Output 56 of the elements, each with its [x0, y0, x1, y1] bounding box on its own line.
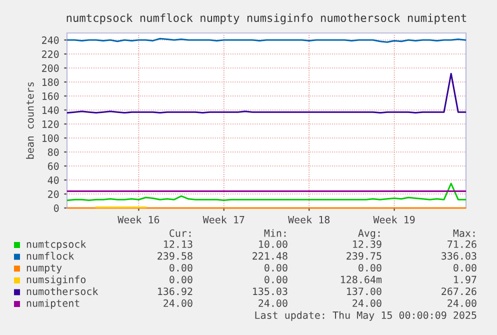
y-tick-label: 80: [48, 148, 59, 156]
text: Avg:: [358, 229, 380, 239]
text: 0.00: [264, 276, 288, 284]
text: 10.00: [259, 240, 288, 248]
y-tick-label: 160: [42, 92, 59, 100]
legend-label: numpty: [26, 264, 62, 274]
x-tick-label: Week 17: [202, 216, 244, 224]
text: 0.00: [264, 264, 288, 272]
text: 0.00: [170, 276, 192, 284]
y-tick-label: 0: [54, 204, 59, 212]
text: 71.26: [448, 240, 476, 248]
text: 0.00: [358, 264, 382, 272]
line-series: [66, 72, 466, 114]
text: 12.39: [353, 240, 382, 248]
text: Max:: [453, 229, 475, 237]
y-tick-label: 120: [42, 120, 59, 128]
text: Last update: Thu May 15 00:00:09 2025: [255, 311, 476, 321]
y-axis-title: bean counters: [26, 82, 34, 159]
text: 24.00: [164, 299, 192, 307]
text: 24.00: [352, 299, 382, 307]
text: Min:: [264, 229, 286, 237]
y-tick-label: 60: [48, 162, 59, 170]
text: 24.00: [258, 299, 288, 307]
text: 221.48: [252, 252, 288, 260]
x-tick-label: Week 19: [373, 216, 415, 224]
chart-title: numtcpsock numflock numpty numsiginfo numothersock numiptent: [66, 13, 466, 24]
text: 267.26: [442, 288, 476, 296]
text: 239.58: [158, 252, 192, 260]
y-tick-label: 200: [42, 64, 59, 72]
text: 0.00: [454, 264, 476, 272]
y-tick-label: 20: [48, 190, 59, 198]
text: 1.97: [454, 276, 476, 284]
text: 136.92: [158, 288, 192, 296]
text: 336.03: [442, 252, 476, 260]
x-tick-label: Week 16: [118, 216, 160, 224]
legend-label: numtcpsock: [26, 240, 86, 250]
y-tick-label: 140: [42, 106, 59, 114]
text: 12.13: [164, 240, 192, 248]
text: 0.00: [170, 264, 192, 272]
text: 135.03: [253, 288, 288, 296]
y-tick-label: 100: [42, 134, 59, 142]
text: 239.75: [346, 252, 382, 260]
legend-label: numothersock: [26, 287, 98, 296]
y-tick-label: 180: [42, 78, 59, 86]
legend-label: numiptent: [26, 299, 80, 309]
legend-label: numsiginfo: [26, 276, 86, 286]
text: 24.00: [448, 299, 476, 307]
line-series: [66, 182, 466, 202]
text: 137.00: [347, 288, 382, 296]
text: 128.64m: [341, 276, 382, 284]
y-tick-label: 40: [48, 176, 59, 184]
y-tick-label: 220: [42, 50, 59, 58]
y-tick-label: 240: [42, 36, 59, 44]
text: Cur:: [170, 229, 191, 237]
x-tick-label: Week 18: [288, 216, 330, 224]
legend-label: numflock: [26, 252, 74, 260]
